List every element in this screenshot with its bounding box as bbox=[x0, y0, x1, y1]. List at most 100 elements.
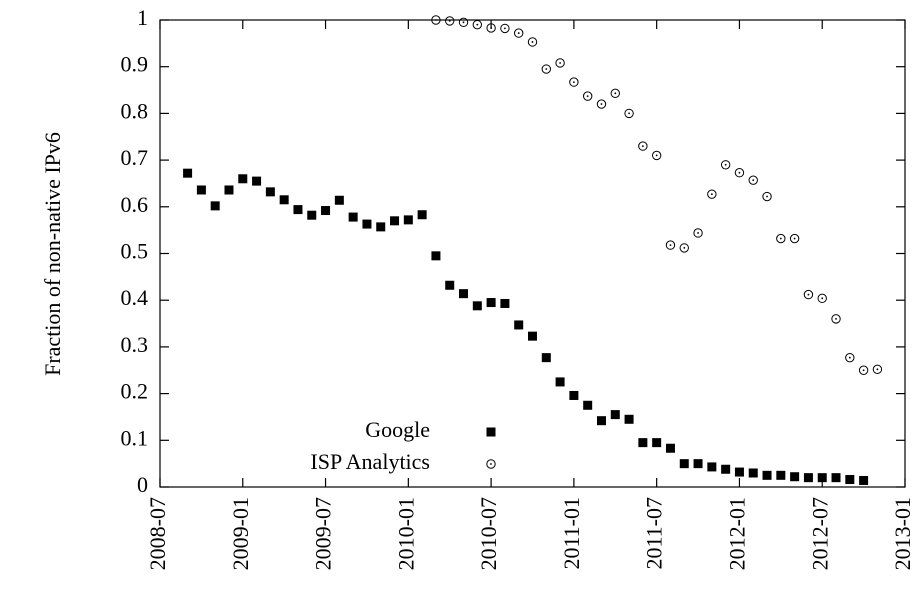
marker-dot bbox=[669, 244, 672, 246]
marker-ring bbox=[803, 289, 814, 300]
data-point bbox=[610, 88, 620, 99]
data-point bbox=[445, 16, 455, 26]
y-tick-label: 0.3 bbox=[121, 332, 149, 357]
x-tick-label: 2008-07 bbox=[145, 497, 170, 570]
marker-dot bbox=[752, 179, 755, 182]
data-point bbox=[541, 353, 551, 363]
data-point bbox=[652, 438, 662, 448]
data-point bbox=[555, 58, 565, 68]
marker-ring bbox=[514, 28, 524, 38]
marker-ring bbox=[776, 233, 786, 244]
data-point bbox=[403, 215, 413, 225]
data-point bbox=[265, 187, 275, 197]
data-point bbox=[776, 233, 786, 244]
data-point bbox=[872, 364, 883, 375]
marker-ring bbox=[845, 352, 855, 363]
y-tick-label: 0.5 bbox=[121, 239, 149, 264]
y-tick-label: 0 bbox=[137, 472, 148, 497]
data-point bbox=[279, 195, 289, 205]
data-point bbox=[596, 99, 607, 109]
marker-ring bbox=[831, 314, 841, 324]
marker-ring bbox=[858, 365, 869, 375]
marker-dot bbox=[697, 232, 699, 234]
marker-ring bbox=[624, 108, 634, 119]
data-point bbox=[541, 64, 551, 74]
data-point bbox=[734, 467, 744, 477]
data-point bbox=[210, 201, 220, 211]
marker-ring bbox=[817, 293, 827, 304]
y-tick-label: 1 bbox=[137, 5, 148, 30]
marker-ring bbox=[541, 64, 551, 74]
marker-ring bbox=[638, 141, 648, 151]
marker-dot bbox=[531, 41, 534, 43]
data-point bbox=[831, 314, 841, 324]
data-point bbox=[762, 191, 772, 202]
marker-dot bbox=[655, 154, 658, 157]
marker-dot bbox=[545, 68, 548, 70]
marker-dot bbox=[862, 369, 865, 372]
marker-dot bbox=[779, 237, 782, 240]
marker-ring bbox=[472, 19, 483, 30]
data-point bbox=[321, 206, 331, 216]
marker-dot bbox=[448, 20, 451, 22]
marker-ring bbox=[651, 150, 662, 161]
marker-dot bbox=[835, 317, 837, 320]
data-point bbox=[252, 176, 262, 186]
marker-ring bbox=[486, 459, 496, 469]
data-point bbox=[307, 210, 317, 220]
data-point bbox=[376, 222, 386, 232]
marker-ring bbox=[458, 17, 469, 28]
data-point bbox=[431, 251, 441, 261]
data-point bbox=[679, 243, 689, 253]
marker-dot bbox=[586, 95, 589, 98]
marker-ring bbox=[445, 16, 455, 26]
legend-label: Google bbox=[365, 417, 430, 442]
data-point bbox=[514, 28, 524, 38]
data-point bbox=[610, 410, 620, 420]
data-point bbox=[803, 473, 813, 483]
marker-ring bbox=[596, 99, 607, 109]
data-point bbox=[293, 205, 303, 215]
data-point bbox=[582, 91, 593, 101]
data-point bbox=[569, 77, 579, 87]
marker-dot bbox=[600, 103, 603, 105]
data-point bbox=[224, 185, 234, 195]
marker-dot bbox=[476, 23, 479, 26]
marker-dot bbox=[628, 112, 630, 115]
x-tick-label: 2012-07 bbox=[807, 497, 832, 570]
marker-dot bbox=[614, 92, 617, 95]
data-point bbox=[196, 185, 206, 195]
marker-ring bbox=[720, 160, 731, 170]
data-point bbox=[500, 23, 510, 34]
data-point bbox=[624, 414, 634, 424]
data-point bbox=[334, 195, 344, 205]
marker-ring bbox=[693, 228, 703, 238]
data-point bbox=[459, 289, 469, 299]
y-axis-label: Fraction of non-native IPv6 bbox=[40, 132, 65, 376]
marker-dot bbox=[435, 19, 437, 21]
marker-ring bbox=[872, 364, 883, 375]
marker-dot bbox=[710, 193, 713, 196]
legend-marker bbox=[486, 459, 496, 469]
data-point bbox=[817, 293, 827, 304]
marker-ring bbox=[610, 88, 620, 99]
data-point bbox=[555, 377, 565, 387]
data-point bbox=[665, 443, 675, 453]
marker-ring bbox=[734, 168, 745, 178]
data-point bbox=[514, 320, 524, 330]
y-tick-label: 0.8 bbox=[121, 98, 149, 123]
x-tick-label: 2011-01 bbox=[559, 497, 584, 570]
data-point bbox=[693, 228, 703, 238]
marker-dot bbox=[766, 195, 768, 198]
data-point bbox=[238, 174, 248, 184]
marker-dot bbox=[724, 163, 727, 166]
y-tick-label: 0.2 bbox=[121, 379, 149, 404]
marker-dot bbox=[490, 27, 493, 29]
data-point bbox=[817, 473, 827, 483]
data-point bbox=[734, 168, 745, 178]
data-point bbox=[651, 150, 662, 161]
y-tick-label: 0.1 bbox=[121, 425, 149, 450]
marker-dot bbox=[738, 171, 741, 174]
data-point bbox=[362, 219, 372, 229]
